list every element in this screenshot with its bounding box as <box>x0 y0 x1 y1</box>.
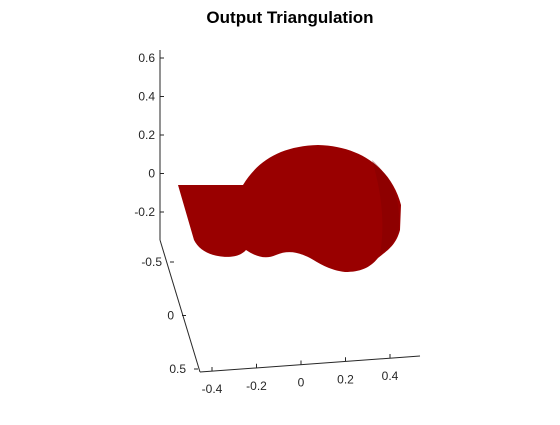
z-tick-label: 0.4 <box>138 90 155 104</box>
x-tick-label: -0.4 <box>202 382 223 396</box>
y-axis-line <box>159 239 201 373</box>
x-tick-label: 0.4 <box>382 369 399 383</box>
triangulated-surface <box>178 145 401 272</box>
y-tick-label: -0.5 <box>141 255 162 269</box>
x-tick-label: 0.2 <box>337 372 354 386</box>
x-tick-label: 0 <box>298 376 305 390</box>
axis-ticks: -0.2 0 0.2 0.4 0.6 -0.5 0 0.5 -0.4 -0.2 0 0.2 0.4 <box>134 51 398 396</box>
z-tick-label: 0.6 <box>138 51 155 65</box>
z-tick-label: -0.2 <box>134 205 155 219</box>
surface-mesh <box>178 145 401 272</box>
z-tick-label: 0.2 <box>138 128 155 142</box>
y-tick-label: 0.5 <box>169 362 186 376</box>
y-tick-label: 0 <box>167 309 174 323</box>
z-tick-label: 0 <box>148 167 155 181</box>
x-axis-line <box>199 355 421 373</box>
surface-shade <box>372 160 400 254</box>
x-tick-label: -0.2 <box>246 379 267 393</box>
chart-title: Output Triangulation <box>206 8 373 27</box>
